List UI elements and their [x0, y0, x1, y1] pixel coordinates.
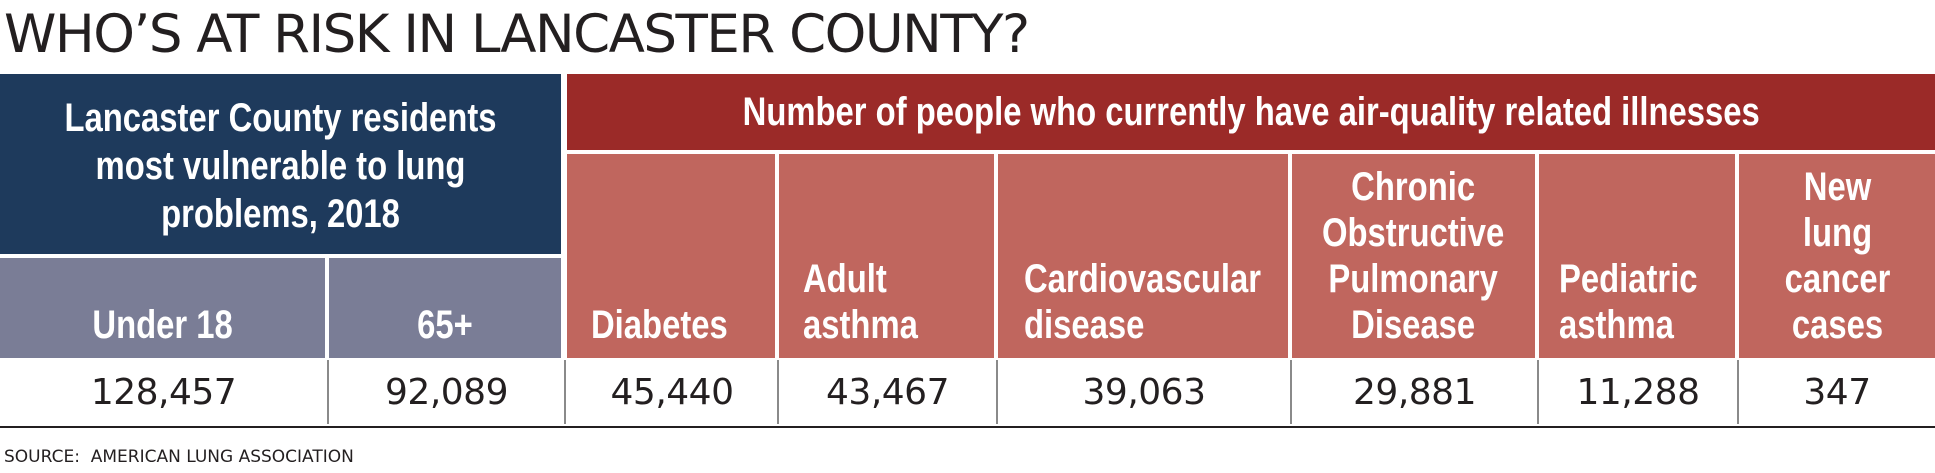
right-group-header: Number of people who currently have air-… — [567, 74, 1935, 150]
column-header-65-plus: 65+ — [329, 258, 561, 358]
column-header-under-18: Under 18 — [0, 258, 325, 358]
column-label: Pediatric asthma — [1559, 257, 1698, 347]
column-divider — [1537, 360, 1539, 424]
column-label: 65+ — [417, 303, 473, 347]
column-divider — [1290, 360, 1292, 424]
column-header-diabetes: Diabetes — [567, 154, 775, 358]
value-65-plus: 92,089 — [385, 371, 508, 413]
column-label: New lung cancer cases — [1784, 165, 1890, 347]
column-divider — [564, 360, 566, 424]
column-header-pediatric-asthma: Pediatric asthma — [1539, 154, 1735, 358]
value-diabetes: 45,440 — [610, 371, 734, 413]
value-under-18: 128,457 — [90, 371, 237, 413]
value-cardiovascular-disease: 39,063 — [1082, 371, 1206, 413]
column-label: Cardiovascular disease — [1024, 257, 1262, 347]
value-new-lung-cancer-cases: 347 — [1803, 371, 1871, 413]
column-label: Diabetes — [591, 303, 728, 347]
value-pediatric-asthma: 11,288 — [1576, 371, 1700, 413]
page-title: WHO’S AT RISK IN LANCASTER COUNTY? — [4, 4, 1030, 65]
column-label: Chronic Obstructive Pulmonary Disease — [1322, 165, 1505, 347]
risk-table: Lancaster County residents most vulnerab… — [0, 74, 1935, 432]
column-divider — [327, 360, 329, 424]
column-divider — [996, 360, 998, 424]
left-group-header: Lancaster County residents most vulnerab… — [0, 74, 561, 254]
bottom-rule — [0, 426, 1935, 428]
left-group-header-text: Lancaster County residents most vulnerab… — [64, 96, 497, 236]
column-header-new-lung-cancer-cases: New lung cancer cases — [1739, 154, 1935, 358]
column-header-copd: Chronic Obstructive Pulmonary Disease — [1292, 154, 1535, 358]
right-group-header-text: Number of people who currently have air-… — [742, 90, 1760, 134]
column-header-adult-asthma: Adult asthma — [779, 154, 994, 358]
column-divider — [777, 360, 779, 424]
column-header-cardiovascular-disease: Cardiovascular disease — [998, 154, 1288, 358]
column-divider — [1737, 360, 1739, 424]
source-note: SOURCE: AMERICAN LUNG ASSOCIATION — [4, 447, 354, 467]
value-copd: 29,881 — [1353, 371, 1476, 413]
value-adult-asthma: 43,467 — [826, 371, 949, 413]
column-label: Under 18 — [92, 303, 233, 347]
column-label: Adult asthma — [803, 257, 918, 347]
